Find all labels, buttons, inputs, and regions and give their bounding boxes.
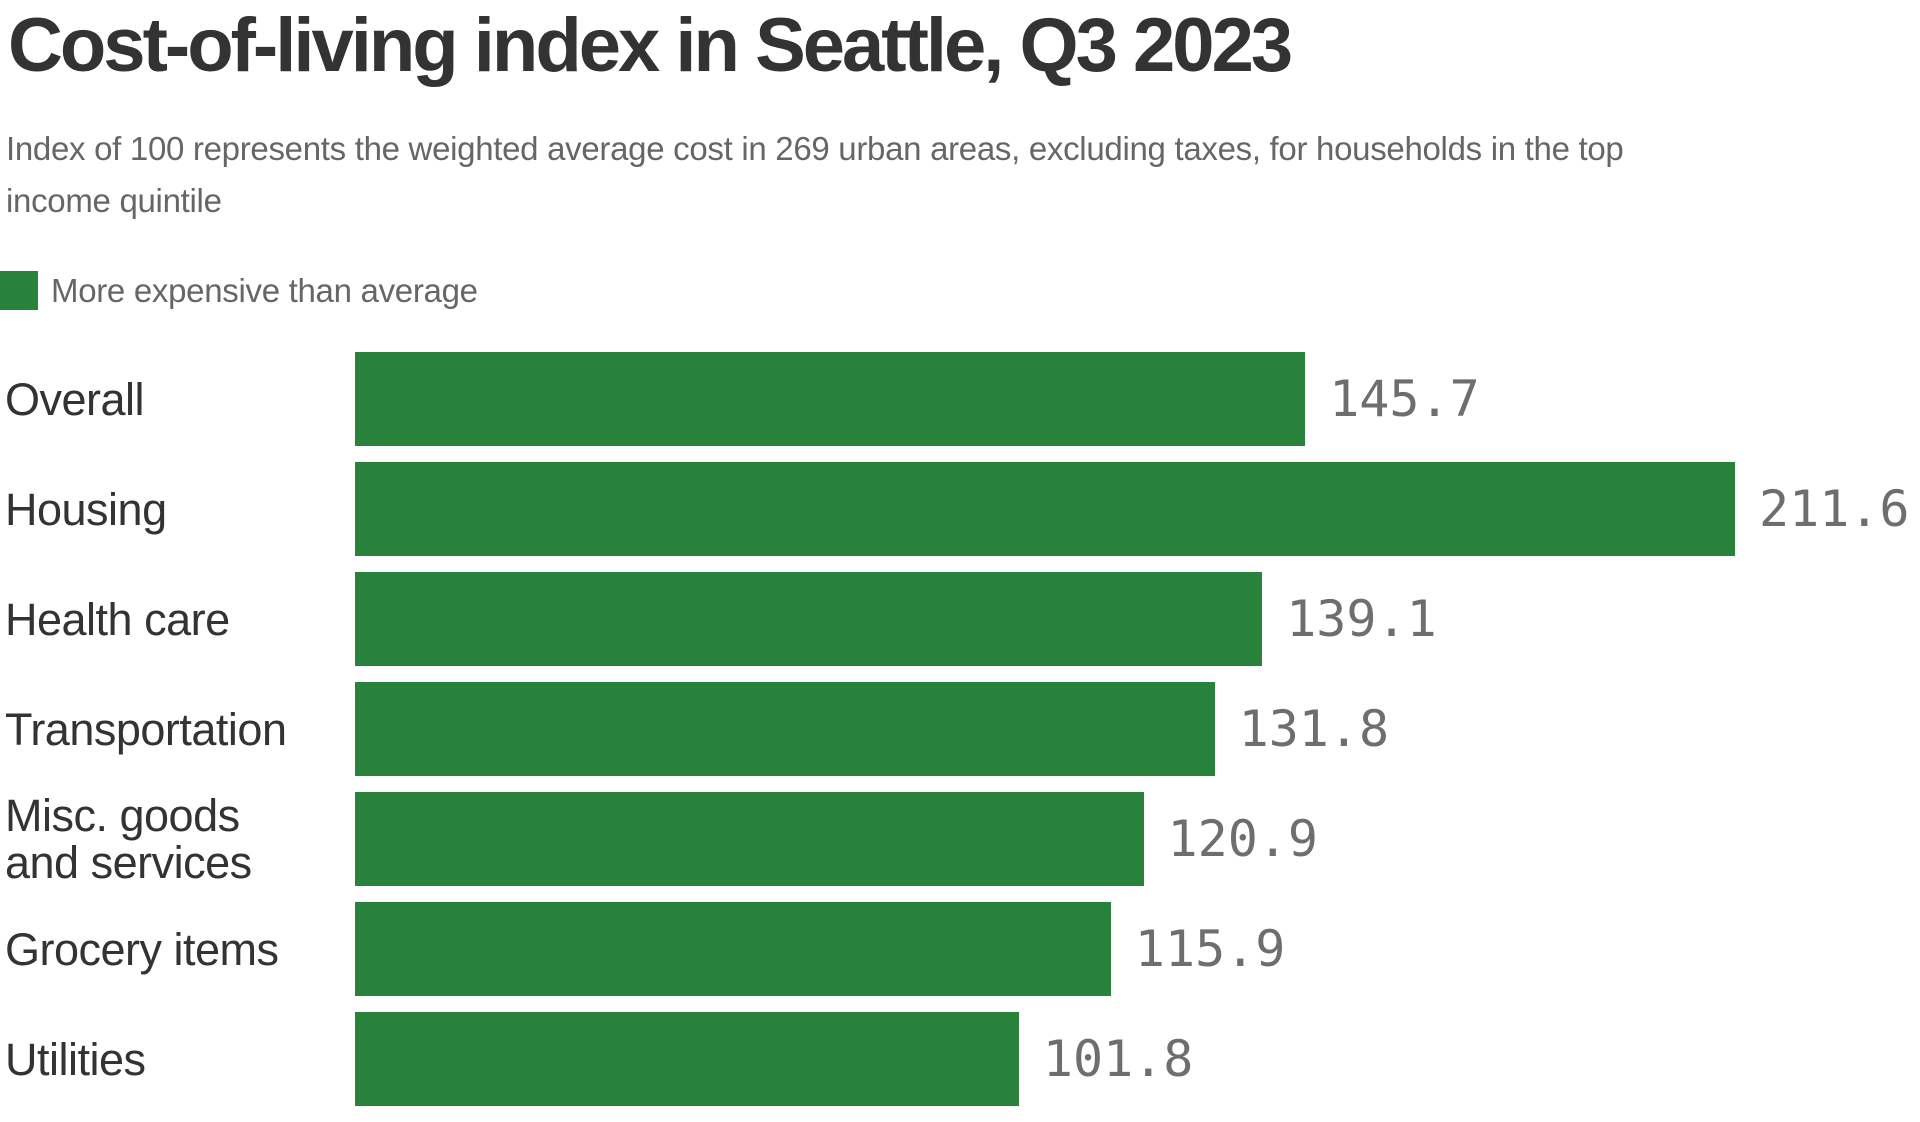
category-label-line: Health care	[5, 593, 230, 645]
category-label: Misc. goods and services	[0, 792, 355, 886]
category-label: Overall	[0, 376, 355, 423]
bar	[355, 902, 1111, 996]
bar-row: Utilities 101.8	[0, 1012, 1920, 1106]
category-label: Grocery items	[0, 926, 355, 973]
category-label: Transportation	[0, 706, 355, 753]
value-label: 131.8	[1238, 700, 1390, 758]
value-label: 139.1	[1286, 590, 1437, 648]
legend: More expensive than average	[0, 271, 478, 310]
value-label: 115.9	[1134, 920, 1286, 978]
category-label-line: Housing	[5, 483, 167, 535]
value-label: 211.6	[1759, 480, 1910, 538]
bar	[355, 352, 1306, 446]
bar	[355, 682, 1215, 776]
category-label-line: Transportation	[5, 703, 287, 755]
category-label: Utilities	[0, 1036, 355, 1083]
legend-swatch-more-expensive	[0, 271, 38, 310]
chart-subtitle: Index of 100 represents the weighted ave…	[6, 123, 1624, 227]
bar	[355, 572, 1263, 666]
legend-label: More expensive than average	[51, 271, 478, 309]
bar-row: Housing 211.6	[0, 462, 1920, 556]
bar-row: Overall 145.7	[0, 352, 1920, 446]
category-label: Health care	[0, 596, 355, 643]
category-label-line: Grocery items	[5, 923, 279, 975]
bar-row: Grocery items 115.9	[0, 902, 1920, 996]
category-label-line: Utilities	[5, 1033, 146, 1085]
bar	[355, 462, 1735, 556]
bar-row: Health care 139.1	[0, 572, 1920, 666]
category-label: Housing	[0, 486, 355, 533]
bar-row: Misc. goods and services 120.9	[0, 792, 1920, 886]
category-label-line: Misc. goods	[5, 790, 240, 841]
bar	[355, 1012, 1019, 1106]
value-label: 101.8	[1042, 1030, 1194, 1088]
value-label: 120.9	[1167, 810, 1319, 868]
value-label: 145.7	[1329, 370, 1480, 428]
chart-subtitle-line-2: income quintile	[6, 182, 222, 219]
category-label-line: and services	[5, 837, 252, 888]
category-label-line: Overall	[5, 373, 145, 425]
chart-subtitle-line-1: Index of 100 represents the weighted ave…	[6, 130, 1624, 167]
bar-row: Transportation 131.8	[0, 682, 1920, 776]
bar	[355, 792, 1144, 886]
chart-title: Cost-of-living index in Seattle, Q3 2023	[8, 3, 1293, 88]
bar-chart: Overall 145.7 Housing 211.6 Health care 139.1…	[0, 352, 1920, 1122]
